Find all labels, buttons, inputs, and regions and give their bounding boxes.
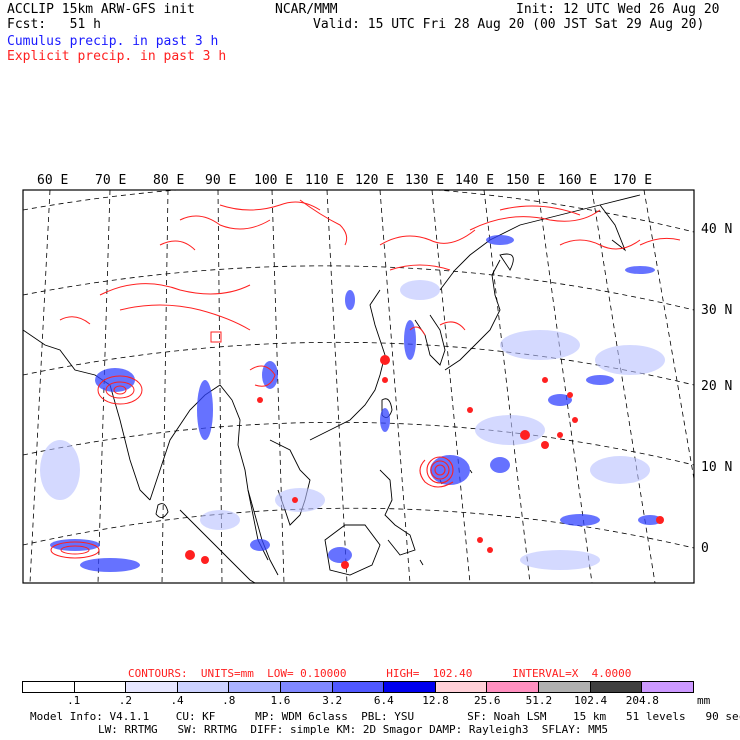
map-frame [22, 189, 695, 584]
colorbar-tick-label: .2 [118, 694, 132, 707]
colorbar-cell [23, 682, 75, 692]
colorbar-tick-label: 6.4 [373, 694, 394, 707]
forecast-hour: Fcst: 51 h [7, 17, 101, 32]
colorbar-cell [539, 682, 591, 692]
lon-label-60e: 60 E [37, 173, 69, 188]
colorbar [22, 681, 694, 693]
colorbar-tick-label: 1.6 [270, 694, 291, 707]
light-cumulus-precip [40, 280, 665, 570]
lon-label-110e: 110 E [305, 173, 345, 188]
colorbar-tick-label: .4 [170, 694, 184, 707]
colorbar-cell [642, 682, 693, 692]
lat-label-10n: 10 N [701, 460, 733, 475]
lon-label-80e: 80 E [153, 173, 185, 188]
colorbar-cell [487, 682, 540, 692]
latitude-grid [23, 190, 694, 549]
lon-label-100e: 100 E [254, 173, 294, 188]
colorbar-cell [281, 682, 333, 692]
colorbar-cell [229, 682, 282, 692]
colorbar-cell [126, 682, 178, 692]
model-info-line2: LW: RRTMG SW: RRTMG DIFF: simple KM: 2D … [98, 723, 608, 736]
lon-label-150e: 150 E [506, 173, 546, 188]
init-time: Init: 12 UTC Wed 26 Aug 20 [516, 2, 720, 17]
lon-label-160e: 160 E [558, 173, 598, 188]
colorbar-cell [74, 682, 127, 692]
lat-label-20n: 20 N [701, 379, 733, 394]
lat-label-40n: 40 N [701, 222, 733, 237]
colorbar-tick-label: 3.2 [322, 694, 343, 707]
valid-time: Valid: 15 UTC Fri 28 Aug 20 (00 JST Sat … [313, 17, 705, 32]
lon-label-90e: 90 E [205, 173, 237, 188]
lat-label-0: 0 [701, 541, 709, 556]
lon-label-130e: 130 E [405, 173, 445, 188]
colorbar-cell [590, 682, 643, 692]
longitude-grid [29, 190, 694, 583]
colorbar-tick-label: 12.8 [422, 694, 449, 707]
colorbar-cell [384, 682, 436, 692]
colorbar-tick-label: .1 [67, 694, 81, 707]
colorbar-cell [435, 682, 488, 692]
lon-label-170e: 170 E [613, 173, 653, 188]
model-info-line1: Model Info: V4.1.1 CU: KF MP: WDM 6class… [30, 710, 740, 723]
legend-cumulus: Cumulus precip. in past 3 h [7, 34, 219, 49]
colorbar-cell [332, 682, 385, 692]
center-label: NCAR/MMM [275, 2, 338, 17]
colorbar-unit: mm [697, 694, 711, 707]
explicit-precip [50, 199, 681, 559]
explicit-precip-spots [185, 355, 664, 569]
lon-label-70e: 70 E [95, 173, 127, 188]
run-title: ACCLIP 15km ARW-GFS init [7, 2, 195, 17]
colorbar-tick-label: 25.6 [473, 694, 501, 707]
colorbar-tick-label: .8 [222, 694, 236, 707]
colorbar-cell [177, 682, 230, 692]
colorbar-tick-label: 102.4 [574, 694, 608, 707]
lat-label-30n: 30 N [701, 303, 733, 318]
colorbar-tick-label: 204.8 [625, 694, 659, 707]
contours-info: CONTOURS: UNITS=mm LOW= 0.10000 HIGH= 10… [128, 667, 632, 680]
lon-label-140e: 140 E [455, 173, 495, 188]
colorbar-tick-label: 51.2 [525, 694, 553, 707]
lon-label-120e: 120 E [355, 173, 395, 188]
legend-explicit: Explicit precip. in past 3 h [7, 49, 227, 64]
typhoon-precip [419, 456, 454, 488]
